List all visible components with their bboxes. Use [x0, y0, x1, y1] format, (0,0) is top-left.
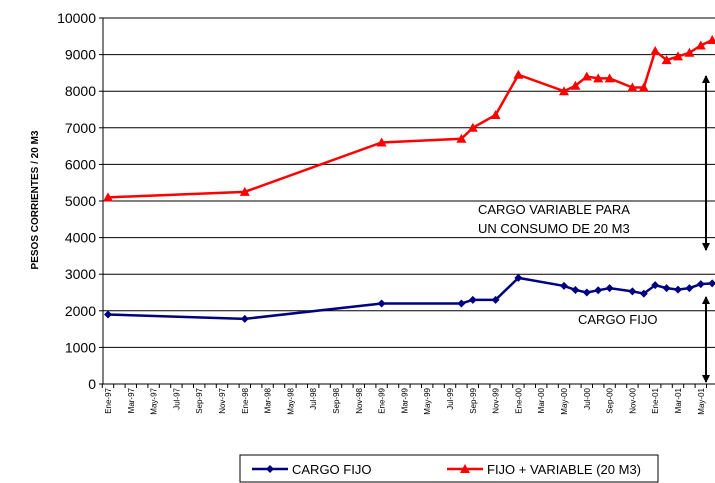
- y-axis-title: PESOS CORRIENTES / 20 M3: [30, 130, 41, 269]
- point: [491, 295, 500, 304]
- point: [239, 186, 250, 196]
- x-tick-label: Sep-00: [606, 387, 615, 413]
- series-line: [107, 38, 713, 199]
- legend-label: CARGO FIJO: [292, 462, 371, 477]
- point: [605, 284, 614, 293]
- x-tick-label: Nov-97: [218, 387, 227, 413]
- x-tick-label: May-01: [697, 387, 706, 414]
- point: [593, 73, 604, 83]
- x-tick-label: Mar-00: [537, 387, 546, 413]
- x-tick-label: Mar-98: [264, 387, 273, 413]
- x-tick-label: Mar-99: [400, 387, 409, 413]
- x-tick-label: Jul-00: [583, 387, 592, 409]
- y-tick-label: 10000: [57, 10, 96, 26]
- point: [460, 464, 470, 473]
- point: [103, 192, 113, 202]
- point: [627, 82, 638, 92]
- point: [650, 45, 661, 55]
- point: [707, 34, 715, 44]
- point: [468, 295, 477, 304]
- point: [377, 299, 386, 308]
- point: [662, 284, 671, 293]
- x-tick-label: Mar-97: [127, 387, 136, 413]
- y-tick-label: 3000: [65, 266, 96, 282]
- y-tick-label: 4000: [65, 230, 96, 246]
- annotation: CARGO VARIABLE PARA: [478, 202, 630, 217]
- y-tick-label: 5000: [65, 193, 96, 209]
- point: [560, 281, 568, 290]
- y-tick-label: 6000: [65, 156, 96, 172]
- x-tick-label: Ene-01: [651, 387, 660, 413]
- x-tick-label: May-99: [423, 387, 432, 414]
- annotation: CARGO FIJO: [578, 312, 657, 327]
- x-tick-label: Sep-99: [469, 387, 478, 413]
- x-tick-label: Ene-98: [241, 387, 250, 413]
- y-tick-label: 8000: [65, 83, 96, 99]
- x-tick-label: Nov-00: [628, 387, 637, 413]
- point: [696, 280, 705, 289]
- point: [376, 137, 387, 147]
- point: [266, 465, 274, 473]
- x-tick-label: Jul-97: [172, 387, 181, 409]
- x-tick-label: May-97: [150, 387, 159, 414]
- point: [467, 122, 478, 132]
- x-tick-label: Ene-97: [104, 387, 113, 413]
- point: [594, 286, 603, 295]
- point: [684, 47, 695, 57]
- point: [674, 285, 682, 294]
- y-tick-label: 0: [88, 376, 96, 392]
- y-tick-label: 2000: [65, 303, 96, 319]
- point: [571, 285, 580, 294]
- x-tick-label: Sep-97: [195, 387, 204, 413]
- point: [456, 133, 467, 143]
- point: [570, 80, 581, 90]
- point: [661, 55, 672, 65]
- point: [638, 82, 649, 92]
- point: [457, 299, 466, 308]
- point: [513, 69, 524, 79]
- point: [639, 289, 648, 298]
- y-tick-label: 9000: [65, 47, 96, 63]
- x-tick-label: Mar-01: [674, 387, 683, 413]
- point: [708, 279, 715, 288]
- x-tick-label: Jul-99: [446, 387, 455, 409]
- point: [581, 71, 592, 81]
- x-tick-label: Sep-98: [332, 387, 341, 413]
- x-tick-label: Nov-99: [492, 387, 501, 413]
- point: [582, 288, 591, 297]
- point: [673, 51, 683, 61]
- y-tick-label: 7000: [65, 120, 96, 136]
- point: [104, 310, 112, 319]
- point: [490, 109, 501, 119]
- point: [514, 273, 523, 282]
- point: [685, 284, 694, 293]
- legend-label: FIJO + VARIABLE (20 M3): [487, 462, 641, 477]
- x-tick-label: Ene-99: [378, 387, 387, 413]
- point: [628, 287, 637, 296]
- point: [695, 40, 706, 50]
- annotation: UN CONSUMO DE 20 M3: [478, 221, 630, 236]
- x-tick-label: Ene-00: [514, 387, 523, 413]
- x-tick-label: Nov-98: [355, 387, 364, 413]
- point: [651, 281, 660, 290]
- point: [604, 73, 615, 83]
- point: [240, 314, 249, 323]
- point: [559, 86, 569, 96]
- y-tick-label: 1000: [65, 339, 96, 355]
- x-tick-label: May-98: [286, 387, 295, 414]
- x-tick-label: Jul-98: [309, 387, 318, 409]
- x-tick-label: May-00: [560, 387, 569, 414]
